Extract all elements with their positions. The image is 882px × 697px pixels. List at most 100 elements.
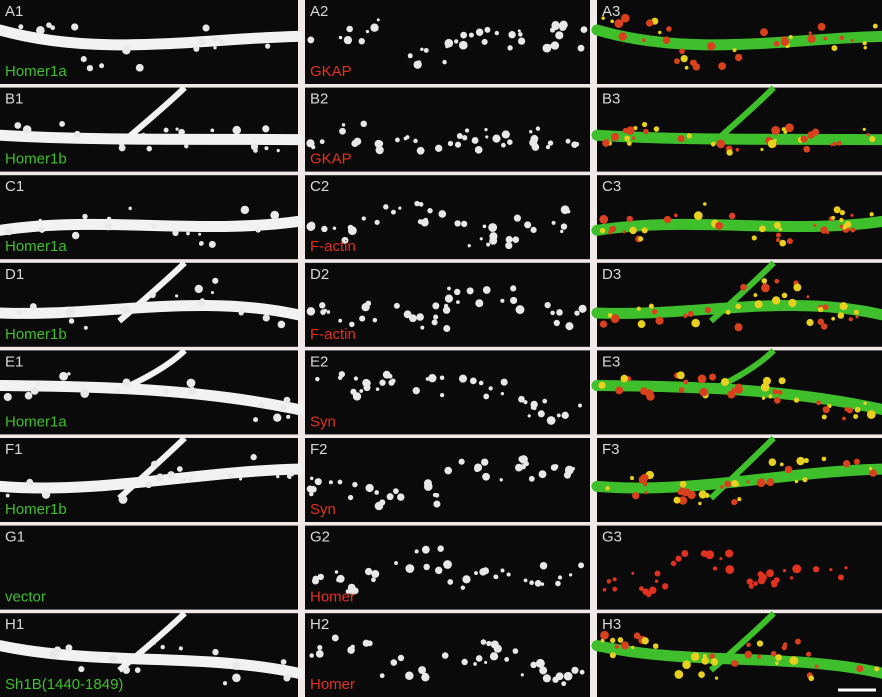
- punctum: [36, 26, 45, 35]
- punctum: [480, 237, 483, 240]
- punctum: [232, 126, 241, 135]
- punctum: [310, 477, 313, 480]
- punctum: [780, 462, 784, 466]
- punctum: [854, 310, 859, 315]
- punctum: [495, 31, 499, 35]
- punctum: [80, 389, 89, 398]
- punctum: [265, 43, 270, 48]
- punctum: [556, 309, 563, 316]
- punctum: [610, 19, 614, 23]
- punctum: [578, 305, 586, 313]
- punctum: [115, 389, 120, 394]
- panel-image: [597, 175, 882, 259]
- punctum: [724, 481, 731, 488]
- punctum: [705, 493, 710, 498]
- punctum: [818, 319, 825, 326]
- punctum: [725, 565, 734, 574]
- punctum: [571, 667, 578, 674]
- punctum: [863, 128, 866, 131]
- punctum: [630, 476, 634, 480]
- punctum: [578, 45, 585, 52]
- punctum: [729, 213, 736, 220]
- punctum: [213, 37, 218, 42]
- punctum: [332, 635, 339, 642]
- punctum: [731, 499, 737, 505]
- punctum: [461, 585, 465, 589]
- punctum: [316, 650, 324, 658]
- punctum: [759, 226, 766, 233]
- punctum: [642, 227, 648, 233]
- punctum: [654, 126, 660, 132]
- punctum: [493, 574, 498, 579]
- punctum: [524, 578, 528, 582]
- punctum: [459, 459, 465, 465]
- punctum: [163, 389, 170, 396]
- punctum: [479, 381, 484, 386]
- punctum: [501, 143, 506, 148]
- punctum: [718, 62, 726, 70]
- punctum: [735, 54, 742, 61]
- punctum: [404, 137, 408, 141]
- punctum: [558, 575, 562, 579]
- punctum: [552, 221, 556, 225]
- punctum: [715, 676, 718, 679]
- dendrite: [597, 135, 882, 139]
- punctum: [167, 471, 175, 479]
- punctum: [447, 579, 453, 585]
- punctum: [489, 386, 493, 390]
- punctum: [289, 674, 292, 677]
- punctum: [580, 670, 585, 675]
- punctum: [348, 225, 354, 231]
- panel-id: G3: [602, 529, 622, 546]
- punctum: [66, 644, 73, 651]
- punctum: [769, 458, 777, 466]
- punctum: [342, 123, 345, 126]
- punctum: [600, 321, 607, 328]
- punctum: [774, 279, 779, 284]
- punctum: [772, 296, 780, 304]
- punctum: [850, 227, 855, 232]
- punctum: [105, 223, 112, 230]
- punctum: [816, 400, 821, 405]
- punctum: [476, 655, 483, 662]
- punctum: [691, 319, 699, 327]
- punctum: [674, 213, 678, 217]
- punctum: [839, 218, 843, 222]
- punctum: [681, 55, 688, 62]
- punctum: [623, 128, 629, 134]
- punctum: [460, 32, 467, 39]
- punctum: [50, 25, 55, 30]
- punctum: [732, 388, 737, 393]
- punctum: [377, 18, 380, 21]
- punctum: [529, 139, 537, 147]
- punctum: [443, 560, 452, 569]
- punctum: [504, 657, 509, 662]
- punctum: [367, 640, 373, 646]
- punctum: [555, 31, 563, 39]
- punctum: [492, 135, 500, 143]
- punctum: [605, 486, 609, 490]
- punctum: [172, 230, 178, 236]
- punctum: [653, 643, 659, 649]
- panel-label: Homer1a: [5, 238, 67, 255]
- punctum: [483, 286, 491, 294]
- punctum: [508, 31, 515, 38]
- punctum: [376, 146, 384, 154]
- punctum: [459, 375, 467, 383]
- punctum: [287, 475, 291, 479]
- punctum: [530, 401, 537, 408]
- punctum: [506, 236, 513, 243]
- punctum: [199, 242, 203, 246]
- punctum: [469, 33, 474, 38]
- punctum: [790, 576, 793, 579]
- punctum: [333, 226, 336, 229]
- punctum: [854, 459, 860, 465]
- punctum: [638, 320, 646, 328]
- punctum: [807, 35, 815, 43]
- punctum: [645, 390, 653, 398]
- punctum: [380, 673, 385, 678]
- panel: E1Homer1a: [0, 350, 298, 434]
